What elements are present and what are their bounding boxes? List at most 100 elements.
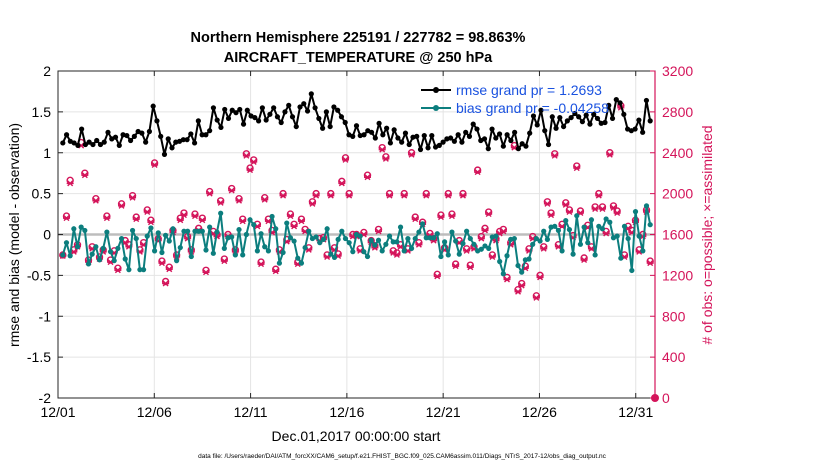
y-left-tick-label: 1.5 bbox=[32, 104, 52, 120]
obs-assimilated-stroke bbox=[140, 241, 147, 248]
obs-assimilated-stroke bbox=[133, 216, 140, 223]
obs-assimilated-stroke bbox=[206, 190, 213, 197]
bias-data-point bbox=[364, 253, 371, 260]
y-left-tick-label: 2 bbox=[43, 63, 51, 79]
rmse-data-point bbox=[335, 107, 341, 113]
obs-assimilated-marker bbox=[272, 268, 280, 275]
obs-assimilated-marker bbox=[551, 152, 559, 159]
rmse-data-point bbox=[587, 121, 593, 127]
obs-assimilated-stroke bbox=[459, 192, 466, 199]
obs-assimilated-marker bbox=[437, 214, 445, 221]
bias-data-point bbox=[291, 238, 297, 244]
bias-data-point bbox=[276, 260, 283, 266]
bias-data-point bbox=[636, 233, 642, 239]
obs-assimilated-stroke bbox=[401, 192, 408, 199]
rmse-data-point bbox=[154, 118, 160, 124]
bias-data-point bbox=[390, 239, 396, 245]
rmse-data-point bbox=[643, 97, 650, 104]
obs-assimilated-marker bbox=[143, 209, 151, 216]
rmse-data-point bbox=[112, 134, 119, 140]
obs-assimilated-stroke bbox=[147, 219, 154, 226]
rmse-data-point bbox=[320, 125, 326, 131]
bias-data-point bbox=[588, 217, 595, 223]
y-right-tick-label: 3200 bbox=[662, 63, 693, 79]
bias-data-point bbox=[177, 244, 183, 251]
obs-assimilated-marker bbox=[386, 192, 394, 199]
rmse-data-point bbox=[402, 130, 409, 136]
obs-assimilated-stroke bbox=[338, 180, 345, 187]
rmse-data-point bbox=[60, 140, 66, 146]
obs-assimilated-stroke bbox=[595, 192, 602, 199]
rmse-data-point bbox=[131, 133, 137, 139]
obs-assimilated-stroke bbox=[265, 218, 272, 225]
rmse-data-point bbox=[86, 139, 92, 145]
bias-data-point bbox=[423, 235, 429, 241]
rmse-data-point bbox=[263, 117, 269, 123]
obs-assimilated-stroke bbox=[250, 158, 257, 165]
bias-data-point bbox=[625, 235, 631, 242]
obs-assimilated-stroke bbox=[129, 194, 136, 201]
obs-assimilated-marker bbox=[202, 269, 210, 276]
rmse-data-point bbox=[564, 118, 570, 124]
bias-data-point bbox=[621, 223, 628, 229]
obs-assimilated-marker bbox=[444, 192, 452, 199]
rmse-data-point bbox=[233, 110, 239, 116]
rmse-data-point bbox=[207, 128, 213, 134]
legend-bias-marker bbox=[433, 105, 439, 111]
obs-assimilated-stroke bbox=[239, 218, 246, 225]
obs-assimilated-stroke bbox=[92, 197, 99, 204]
bias-data-point bbox=[221, 245, 227, 251]
rmse-data-point bbox=[504, 132, 510, 138]
obs-assimilated-marker bbox=[536, 274, 544, 281]
obs-assimilated-marker bbox=[463, 247, 471, 254]
obs-assimilated-stroke bbox=[199, 217, 206, 224]
obs-assimilated-marker bbox=[433, 273, 441, 280]
obs-assimilated-stroke bbox=[540, 245, 547, 252]
obs-assimilated-marker bbox=[591, 205, 599, 212]
bias-data-point bbox=[199, 228, 205, 234]
obs-assimilated-stroke bbox=[287, 213, 294, 220]
bias-data-point bbox=[298, 260, 305, 266]
obs-assimilated-marker bbox=[411, 216, 419, 223]
obs-assimilated-stroke bbox=[364, 174, 371, 181]
bias-data-point bbox=[533, 235, 539, 242]
obs-assimilated-stroke bbox=[603, 230, 610, 237]
rmse-data-point bbox=[293, 123, 299, 130]
obs-assimilated-marker bbox=[364, 174, 372, 181]
bias-data-point bbox=[350, 249, 356, 255]
obs-assimilated-stroke bbox=[452, 263, 459, 270]
bias-data-point bbox=[438, 253, 444, 260]
rmse-data-point bbox=[214, 117, 220, 123]
rmse-data-point bbox=[327, 123, 333, 130]
bias-data-point bbox=[78, 224, 84, 230]
obs-assimilated-marker bbox=[81, 172, 89, 179]
bias-data-point bbox=[100, 245, 106, 251]
y-left-tick-label: -1 bbox=[39, 308, 52, 324]
rmse-data-point bbox=[75, 142, 81, 148]
bias-data-point bbox=[460, 240, 466, 247]
bias-data-point bbox=[280, 249, 286, 256]
obs-assimilated-marker bbox=[499, 228, 507, 235]
obs-assimilated-stroke bbox=[592, 205, 599, 212]
bias-data-point bbox=[148, 225, 154, 231]
obs-assimilated-stroke bbox=[423, 192, 430, 199]
rmse-data-point bbox=[90, 141, 96, 148]
obs-assimilated-stroke bbox=[357, 247, 364, 254]
bias-data-point bbox=[140, 267, 147, 273]
obs-assimilated-marker bbox=[532, 294, 540, 301]
rmse-data-point bbox=[609, 115, 616, 122]
obs-assimilated-stroke bbox=[474, 169, 481, 176]
x-tick-label: 12/01 bbox=[40, 404, 75, 420]
obs-assimilated-marker bbox=[279, 192, 287, 199]
rmse-data-point bbox=[79, 126, 85, 132]
rmse-data-point bbox=[557, 114, 563, 121]
bias-data-point bbox=[570, 251, 576, 257]
bias-data-point bbox=[218, 210, 224, 216]
bias-data-point bbox=[412, 235, 418, 242]
bias-data-point bbox=[346, 240, 352, 246]
obs-assimilated-marker bbox=[257, 261, 265, 268]
bias-data-point bbox=[497, 258, 503, 265]
bias-data-point bbox=[541, 228, 547, 234]
legend-bias-label: bias grand pr = -0.04258 bbox=[456, 100, 609, 116]
obs-assimilated-stroke bbox=[518, 282, 525, 289]
